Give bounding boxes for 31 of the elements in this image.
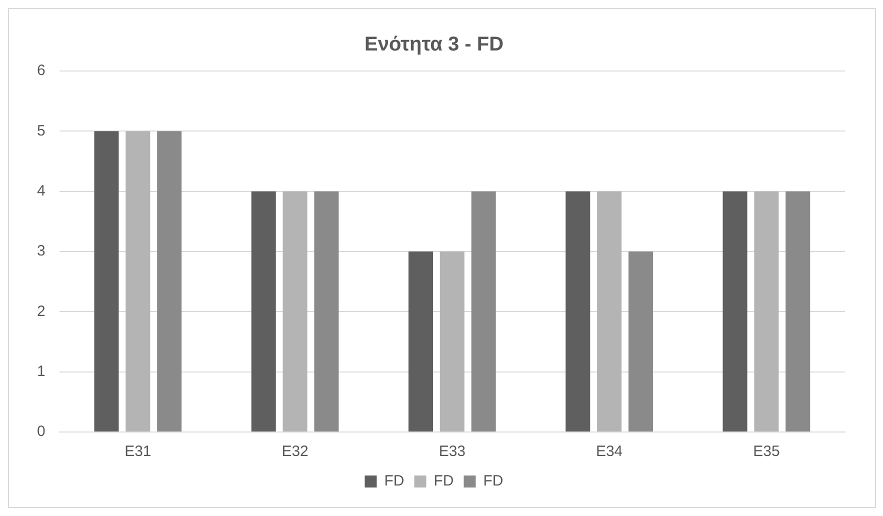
- bar: [94, 131, 119, 432]
- x-tick-label: E34: [596, 443, 623, 460]
- bar: [471, 191, 496, 432]
- y-tick-label: 1: [37, 362, 46, 380]
- bar: [754, 191, 779, 432]
- legend-label: FD: [434, 472, 454, 490]
- bar: [440, 252, 464, 432]
- bar: [251, 191, 276, 432]
- bar: [597, 191, 622, 432]
- bar: [566, 191, 590, 432]
- y-tick-label: 0: [37, 423, 46, 440]
- y-tick-label: 4: [37, 182, 46, 200]
- legend-label: FD: [384, 472, 404, 490]
- bar: [314, 191, 339, 432]
- y-tick-label: 2: [37, 302, 46, 320]
- bar: [282, 191, 308, 432]
- y-tick-label: 3: [37, 242, 46, 260]
- x-tick-label: E31: [124, 443, 152, 460]
- x-tick-label: E35: [753, 443, 780, 460]
- x-tick-label: E33: [438, 443, 466, 460]
- x-tick-label: E32: [282, 443, 308, 460]
- chart-title: Ενότητα 3 - FD: [364, 34, 504, 56]
- legend-label: FD: [483, 472, 504, 490]
- y-tick-label: 5: [37, 122, 46, 140]
- bar: [157, 131, 182, 432]
- bar: [722, 191, 748, 432]
- bar: [628, 252, 653, 432]
- bar: [786, 191, 810, 432]
- y-tick-label: 6: [37, 62, 46, 80]
- bar: [408, 252, 433, 432]
- bar: [126, 131, 150, 432]
